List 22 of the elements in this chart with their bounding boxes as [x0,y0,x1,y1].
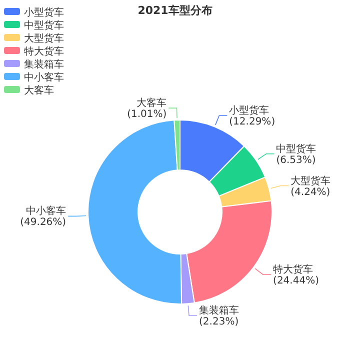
legend-label: 大客车 [24,84,54,96]
legend-label: 特大货车 [24,46,64,58]
legend-label: 小型货车 [24,6,64,18]
slice-label: 特大货车 [273,264,314,276]
legend-label: 中型货车 [24,20,64,32]
data-label: (24.44%) [273,276,320,287]
slice-label: 中型货车 [276,142,316,155]
legend-label: 集装箱车 [24,58,64,70]
slice-label: 大客车 [136,97,167,110]
chart-title: 2021车型分布 [138,4,212,17]
data-label: (1.01%) [127,109,167,120]
data-label: (6.53%) [276,154,316,166]
data-label: (4.24%) [290,186,330,198]
legend-label: 大型货车 [24,32,64,44]
data-label: (12.29%) [229,116,276,128]
legend-label: 中小客车 [24,72,64,84]
data-label: (49.26%) [20,217,66,228]
slice-label: 中小客车 [26,205,66,218]
slice-label: 大型货车 [290,174,331,187]
slice-label: 集装箱车 [199,304,240,317]
data-label: (2.23%) [199,316,239,328]
slice-label: 小型货车 [229,104,270,117]
